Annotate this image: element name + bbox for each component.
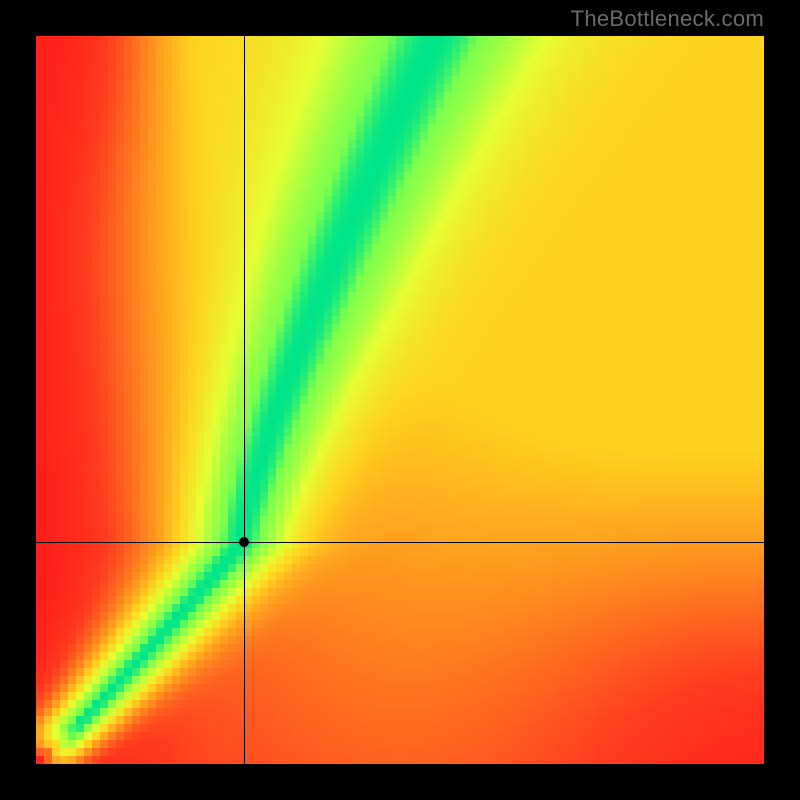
chart-container: TheBottleneck.com <box>0 0 800 800</box>
heatmap-canvas <box>36 36 764 764</box>
crosshair-horizontal <box>36 542 764 543</box>
crosshair-marker-dot <box>239 537 249 547</box>
crosshair-vertical <box>244 36 245 764</box>
watermark-text: TheBottleneck.com <box>571 6 764 32</box>
heatmap-plot <box>36 36 764 764</box>
